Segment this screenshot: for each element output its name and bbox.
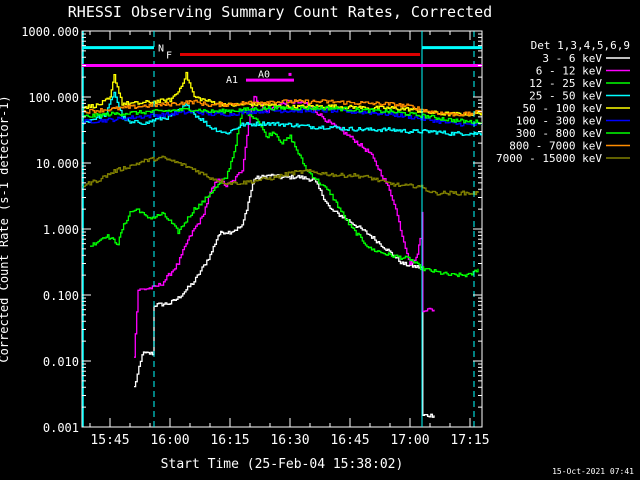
x-tick-label: 16:45	[330, 433, 369, 448]
x-tick-label: 15:45	[90, 433, 129, 448]
legend-title: Det 1,3,4,5,6,9	[531, 39, 630, 52]
x-tick-label: 17:00	[390, 433, 429, 448]
attenuator-label: A1	[226, 75, 238, 86]
legend-label: 6 - 12 keV	[536, 65, 603, 78]
marker-layer: NF A0 A1	[82, 31, 482, 427]
axis-layer: 1000.000 100.000 10.000 1.000 0.100 0.010 0.00…	[21, 25, 489, 448]
y-tick-label: 10.000	[36, 157, 79, 171]
legend-label: 100 - 300 keV	[516, 115, 602, 128]
timestamp: 15-Oct-2021 07:41	[552, 467, 634, 476]
series-line-3	[82, 91, 482, 137]
legend-label: 3 - 6 keV	[542, 52, 602, 65]
legend-label: 800 - 7000 keV	[509, 140, 602, 153]
legend-label: 12 - 25 keV	[529, 77, 602, 90]
y-tick-label: 0.100	[43, 289, 79, 303]
legend-label: 7000 - 15000 keV	[496, 152, 602, 165]
y-tick-label: 1.000	[43, 223, 79, 237]
x-tick-label: 17:15	[450, 433, 489, 448]
x-tick-label: 16:00	[150, 433, 189, 448]
attenuator-dot	[288, 72, 292, 76]
y-axis-label: Corrected Count Rate (s-1 detector-1)	[0, 95, 11, 362]
series-line-8	[82, 155, 479, 196]
series-line-0	[134, 173, 435, 418]
legend-label: 300 - 800 keV	[516, 127, 602, 140]
series-line-2	[90, 109, 479, 278]
attenuator-label: A0	[258, 69, 270, 80]
x-axis-label: Start Time (25-Feb-04 15:38:02)	[161, 457, 404, 472]
x-tick-label: 16:30	[270, 433, 309, 448]
y-tick-label: 0.001	[43, 421, 79, 435]
series-line-1	[134, 95, 435, 358]
y-tick-label: 0.010	[43, 355, 79, 369]
y-tick-label: 100.000	[28, 91, 79, 105]
y-tick-label: 1000.000	[21, 25, 79, 39]
chart-title: RHESSI Observing Summary Count Rates, Co…	[68, 3, 492, 21]
flare-label: F	[166, 51, 172, 62]
night-label: N	[158, 44, 164, 55]
legend-label: 50 - 100 keV	[523, 102, 603, 115]
legend-label: 25 - 50 keV	[529, 90, 602, 103]
series-line-5	[82, 108, 482, 127]
series-line-7	[82, 99, 482, 117]
series-line-6	[82, 105, 482, 125]
x-tick-label: 16:15	[210, 433, 249, 448]
series-layer	[82, 71, 482, 418]
